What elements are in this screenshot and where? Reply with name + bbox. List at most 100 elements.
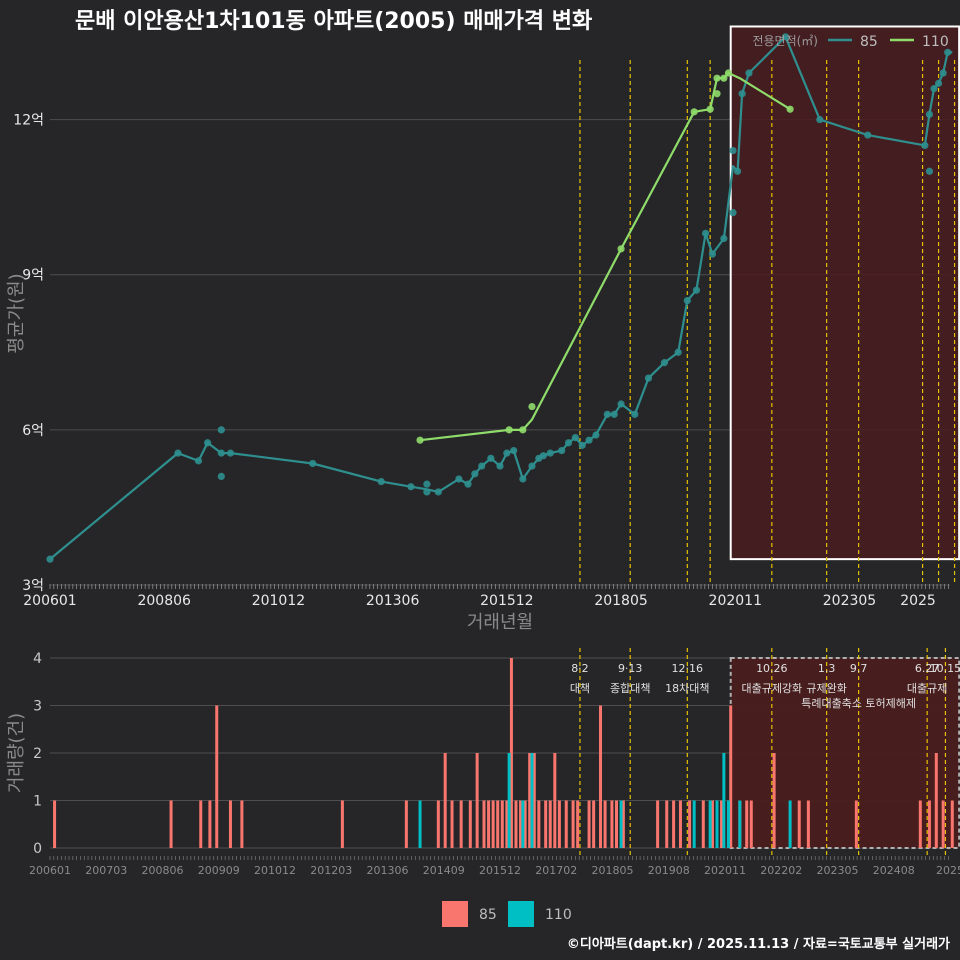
bar-85 — [553, 753, 557, 848]
bar-85 — [208, 800, 212, 848]
bar-85 — [710, 800, 714, 848]
series-85-point — [487, 454, 495, 462]
bar-x-tick-label: 2025 — [936, 864, 960, 877]
bar-y-tick-label: 1 — [33, 794, 42, 810]
source-caption: ©디아파트(dapt.kr) / 2025.11.13 / 자료=국토교통부 실… — [567, 936, 950, 952]
bar-85 — [240, 800, 244, 848]
policy-date-label: 10.15 — [930, 662, 960, 675]
bar-85 — [340, 800, 344, 848]
bar-x-tick-label: 201306 — [367, 864, 409, 877]
bar-110 — [418, 800, 422, 848]
volume-bar-chart: 0 1 2 3 4 8·2 대책 9·13 종합대책 12·16 18차대책 10.26 대출규제강화 1… — [6, 648, 960, 877]
bar-x-tick-label: 202305 — [817, 864, 859, 877]
bar-y-tick-label: 0 — [33, 841, 42, 857]
bar-85 — [934, 753, 938, 848]
bar-85 — [599, 705, 603, 848]
x-tick-label: 200601 — [23, 593, 76, 609]
series-85-point — [194, 457, 203, 465]
bar-x-tick-label: 202202 — [760, 864, 802, 877]
series-85-point — [610, 410, 618, 418]
y-tick-label: 9억 — [22, 268, 44, 284]
bar-85 — [576, 800, 580, 848]
bar-x-tick-label: 201805 — [592, 864, 634, 877]
series-110-point — [786, 105, 794, 113]
series-110-point — [724, 69, 733, 77]
series-85-point — [745, 69, 753, 77]
bar-85 — [950, 800, 954, 848]
bar-y-tick-label: 2 — [33, 746, 42, 762]
policy-date-label: 1.3 — [818, 662, 836, 675]
series-85-point — [558, 446, 566, 455]
bar-85 — [459, 800, 463, 848]
bar-110 — [715, 800, 719, 848]
series-85-point — [930, 84, 938, 93]
series-85-point — [738, 90, 746, 98]
series-85-point — [204, 439, 212, 447]
policy-date-label: 9·13 — [618, 662, 643, 675]
series-110-point — [505, 426, 513, 434]
series-85-point — [571, 434, 579, 442]
x-tick-label: 201306 — [366, 593, 420, 609]
y-tick-label: 3억 — [22, 578, 44, 594]
series-85-point — [46, 555, 54, 563]
series-85-point — [939, 69, 947, 77]
series-85-point — [921, 141, 929, 150]
bar-85 — [544, 800, 548, 848]
bar-85 — [514, 800, 518, 848]
series-85-point — [720, 234, 728, 243]
bar-x-tick-label: 201012 — [254, 864, 296, 877]
bar-85 — [487, 800, 491, 848]
area-legend: 전용면적(㎡) 85 110 — [752, 34, 948, 50]
series-85-point — [455, 475, 463, 483]
series-85-point — [925, 167, 934, 175]
bar-85 — [854, 800, 858, 848]
series-85-point — [781, 33, 790, 41]
x-tick-label: 2025 — [900, 593, 936, 609]
bar-x-tick-label: 202011 — [704, 864, 746, 877]
bar-legend-label-85: 85 — [479, 907, 497, 923]
x-tick-label: 201512 — [480, 593, 533, 609]
bar-85 — [500, 800, 504, 848]
series-85-point — [546, 449, 554, 457]
bar-legend-swatch-85 — [442, 901, 468, 927]
bar-85 — [475, 753, 479, 848]
y-tick-label: 6억 — [22, 423, 44, 439]
bar-x-tick-label: 200703 — [85, 864, 127, 877]
series-85-point — [423, 488, 431, 496]
bar-85 — [443, 753, 447, 848]
series-110-point — [519, 426, 527, 434]
bar-85 — [548, 800, 552, 848]
bar-85 — [169, 800, 173, 848]
bar-85 — [745, 800, 749, 848]
bar-110 — [530, 753, 534, 848]
bar-85 — [749, 800, 753, 848]
series-85-point — [519, 475, 527, 483]
policy-date-label: 10.26 — [756, 662, 788, 675]
series-85-point — [174, 449, 182, 457]
series-110-point — [720, 74, 728, 82]
series-85-point — [539, 452, 548, 460]
bar-85 — [468, 800, 472, 848]
series-85-point — [692, 286, 701, 294]
series-85-point — [510, 446, 518, 455]
bar-85 — [614, 800, 618, 848]
series-85-point — [496, 462, 504, 470]
bar-110 — [738, 800, 742, 848]
series-85-point — [471, 470, 479, 478]
legend-label-85: 85 — [860, 34, 878, 50]
legend-title: 전용면적(㎡) — [752, 34, 818, 48]
policy-name-label: 종합대책 — [610, 682, 650, 695]
series-85-point — [592, 431, 600, 439]
bar-85 — [404, 800, 408, 848]
bar-y-axis-title: 거래량(건) — [6, 713, 27, 793]
bar-85 — [505, 800, 509, 848]
bar-85 — [571, 800, 575, 848]
bar-110 — [692, 800, 696, 848]
bar-85 — [672, 800, 676, 848]
series-110-point — [528, 402, 536, 411]
x-tick-label: 202305 — [823, 593, 876, 609]
bar-x-tick-label: 200909 — [198, 864, 240, 877]
bar-85 — [537, 800, 541, 848]
bar-85 — [509, 658, 513, 848]
